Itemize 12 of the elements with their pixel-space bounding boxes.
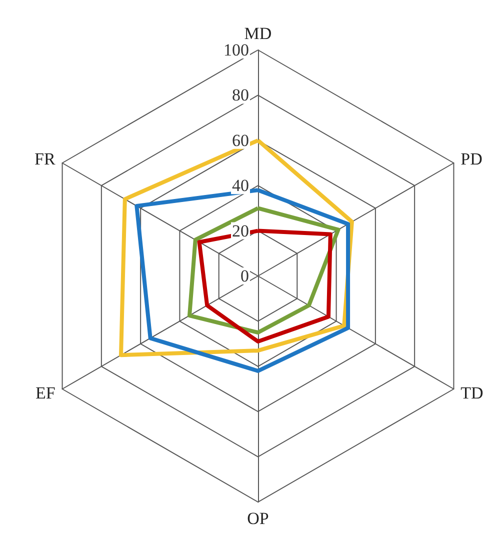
spoke-label: MD bbox=[244, 24, 272, 43]
y-tick-label: 60 bbox=[232, 130, 249, 150]
spoke-label: FR bbox=[34, 150, 56, 168]
spoke-label: PD bbox=[460, 150, 482, 168]
y-tick-label: 40 bbox=[232, 176, 249, 196]
spoke-label: EF bbox=[36, 384, 56, 402]
spoke-label: TD bbox=[460, 384, 484, 402]
y-tick-label: 20 bbox=[232, 221, 249, 240]
y-tick-label: 0 bbox=[240, 266, 249, 286]
y-tick-label: 100 bbox=[224, 40, 249, 60]
spoke-label: OP bbox=[247, 509, 269, 528]
y-tick-label: 80 bbox=[232, 86, 249, 105]
